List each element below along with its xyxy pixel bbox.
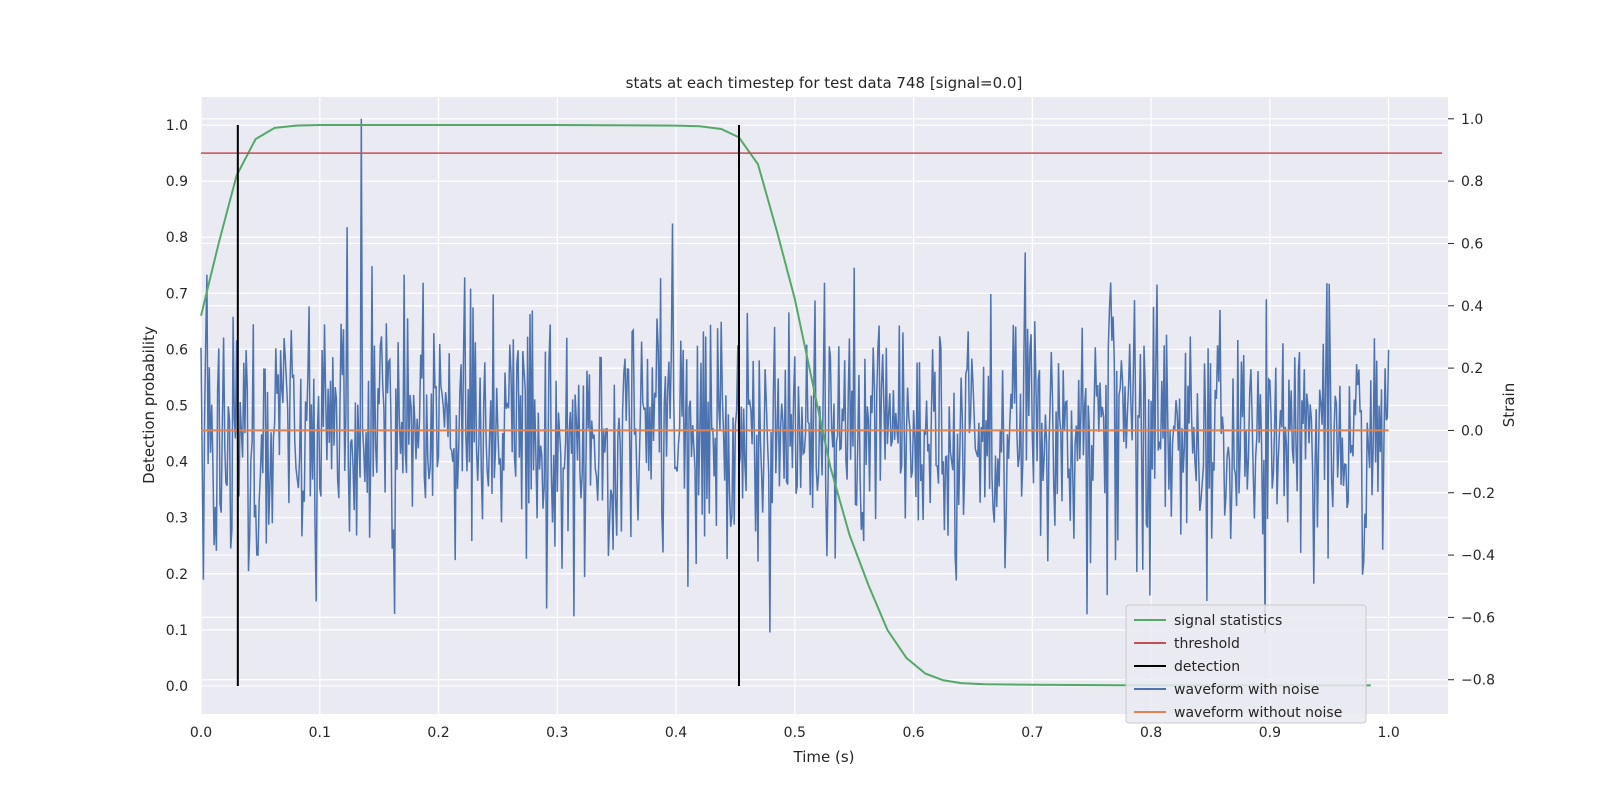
- right-tick-label: 0.2: [1461, 361, 1483, 377]
- right-tick-label: 0.8: [1461, 174, 1483, 190]
- x-tick-label: 0.3: [546, 725, 568, 741]
- x-axis-label: Time (s): [793, 748, 855, 766]
- x-tick-label: 0.1: [309, 725, 331, 741]
- right-tick-label: 1.0: [1461, 112, 1483, 128]
- x-tick-label: 0.7: [1021, 725, 1043, 741]
- right-tick-label: −0.4: [1461, 548, 1495, 564]
- right-tick-label: −0.8: [1461, 673, 1495, 689]
- series-waveform-with-noise: [200, 118, 1390, 634]
- right-tick-label: 0.6: [1461, 236, 1483, 252]
- y-tick-label: 0.3: [166, 511, 188, 527]
- right-axis-ticks: −0.8 −0.6 −0.4 −0.2 0.0 0.2 0.4 0.6 0.8 1.0: [1448, 112, 1495, 689]
- legend-label: waveform with noise: [1174, 682, 1319, 698]
- legend: signal statistics threshold detection wavef…: [1125, 604, 1367, 724]
- y-tick-label: 0.9: [166, 174, 188, 190]
- y-tick-label: 0.2: [166, 567, 188, 583]
- chart-title: stats at each timestep for test data 748…: [626, 74, 1023, 92]
- y-tick-label: 0.5: [166, 399, 188, 415]
- x-tick-label: 1.0: [1377, 725, 1399, 741]
- legend-label: waveform without noise: [1174, 705, 1342, 721]
- y-tick-label: 0.6: [166, 342, 188, 358]
- right-tick-label: −0.6: [1461, 610, 1495, 626]
- right-tick-label: −0.2: [1461, 486, 1495, 502]
- plot-content: [200, 118, 1443, 687]
- y-tick-label: 0.4: [166, 455, 188, 471]
- right-axis-label: Strain: [1500, 383, 1518, 427]
- y-tick-label: 0.1: [166, 623, 188, 639]
- series-signal-statistics: [200, 124, 1371, 687]
- y-tick-label: 0.0: [166, 679, 188, 695]
- right-tick-label: 0.4: [1461, 299, 1483, 315]
- legend-box: [1125, 604, 1367, 724]
- x-tick-label: 0.8: [1140, 725, 1162, 741]
- x-axis-ticks: 0.0 0.1 0.2 0.3 0.4 0.5 0.6 0.7 0.8 0.9 1.0: [190, 725, 1400, 741]
- x-tick-label: 0.4: [665, 725, 687, 741]
- y-tick-label: 0.8: [166, 230, 188, 246]
- x-tick-label: 0.6: [902, 725, 924, 741]
- legend-label: signal statistics: [1174, 613, 1282, 629]
- y-tick-label: 0.7: [166, 286, 188, 302]
- x-tick-label: 0.5: [784, 725, 806, 741]
- right-tick-label: 0.0: [1461, 423, 1483, 439]
- x-tick-label: 0.9: [1259, 725, 1281, 741]
- y-axis-ticks: 0.0 0.1 0.2 0.3 0.4 0.5 0.6 0.7 0.8 0.9 1.0: [166, 118, 188, 695]
- y-tick-label: 1.0: [166, 118, 188, 134]
- x-tick-label: 0.0: [190, 725, 212, 741]
- y-axis-label: Detection probability: [140, 326, 158, 484]
- legend-label: threshold: [1174, 636, 1240, 652]
- legend-label: detection: [1174, 659, 1240, 675]
- x-tick-label: 0.2: [427, 725, 449, 741]
